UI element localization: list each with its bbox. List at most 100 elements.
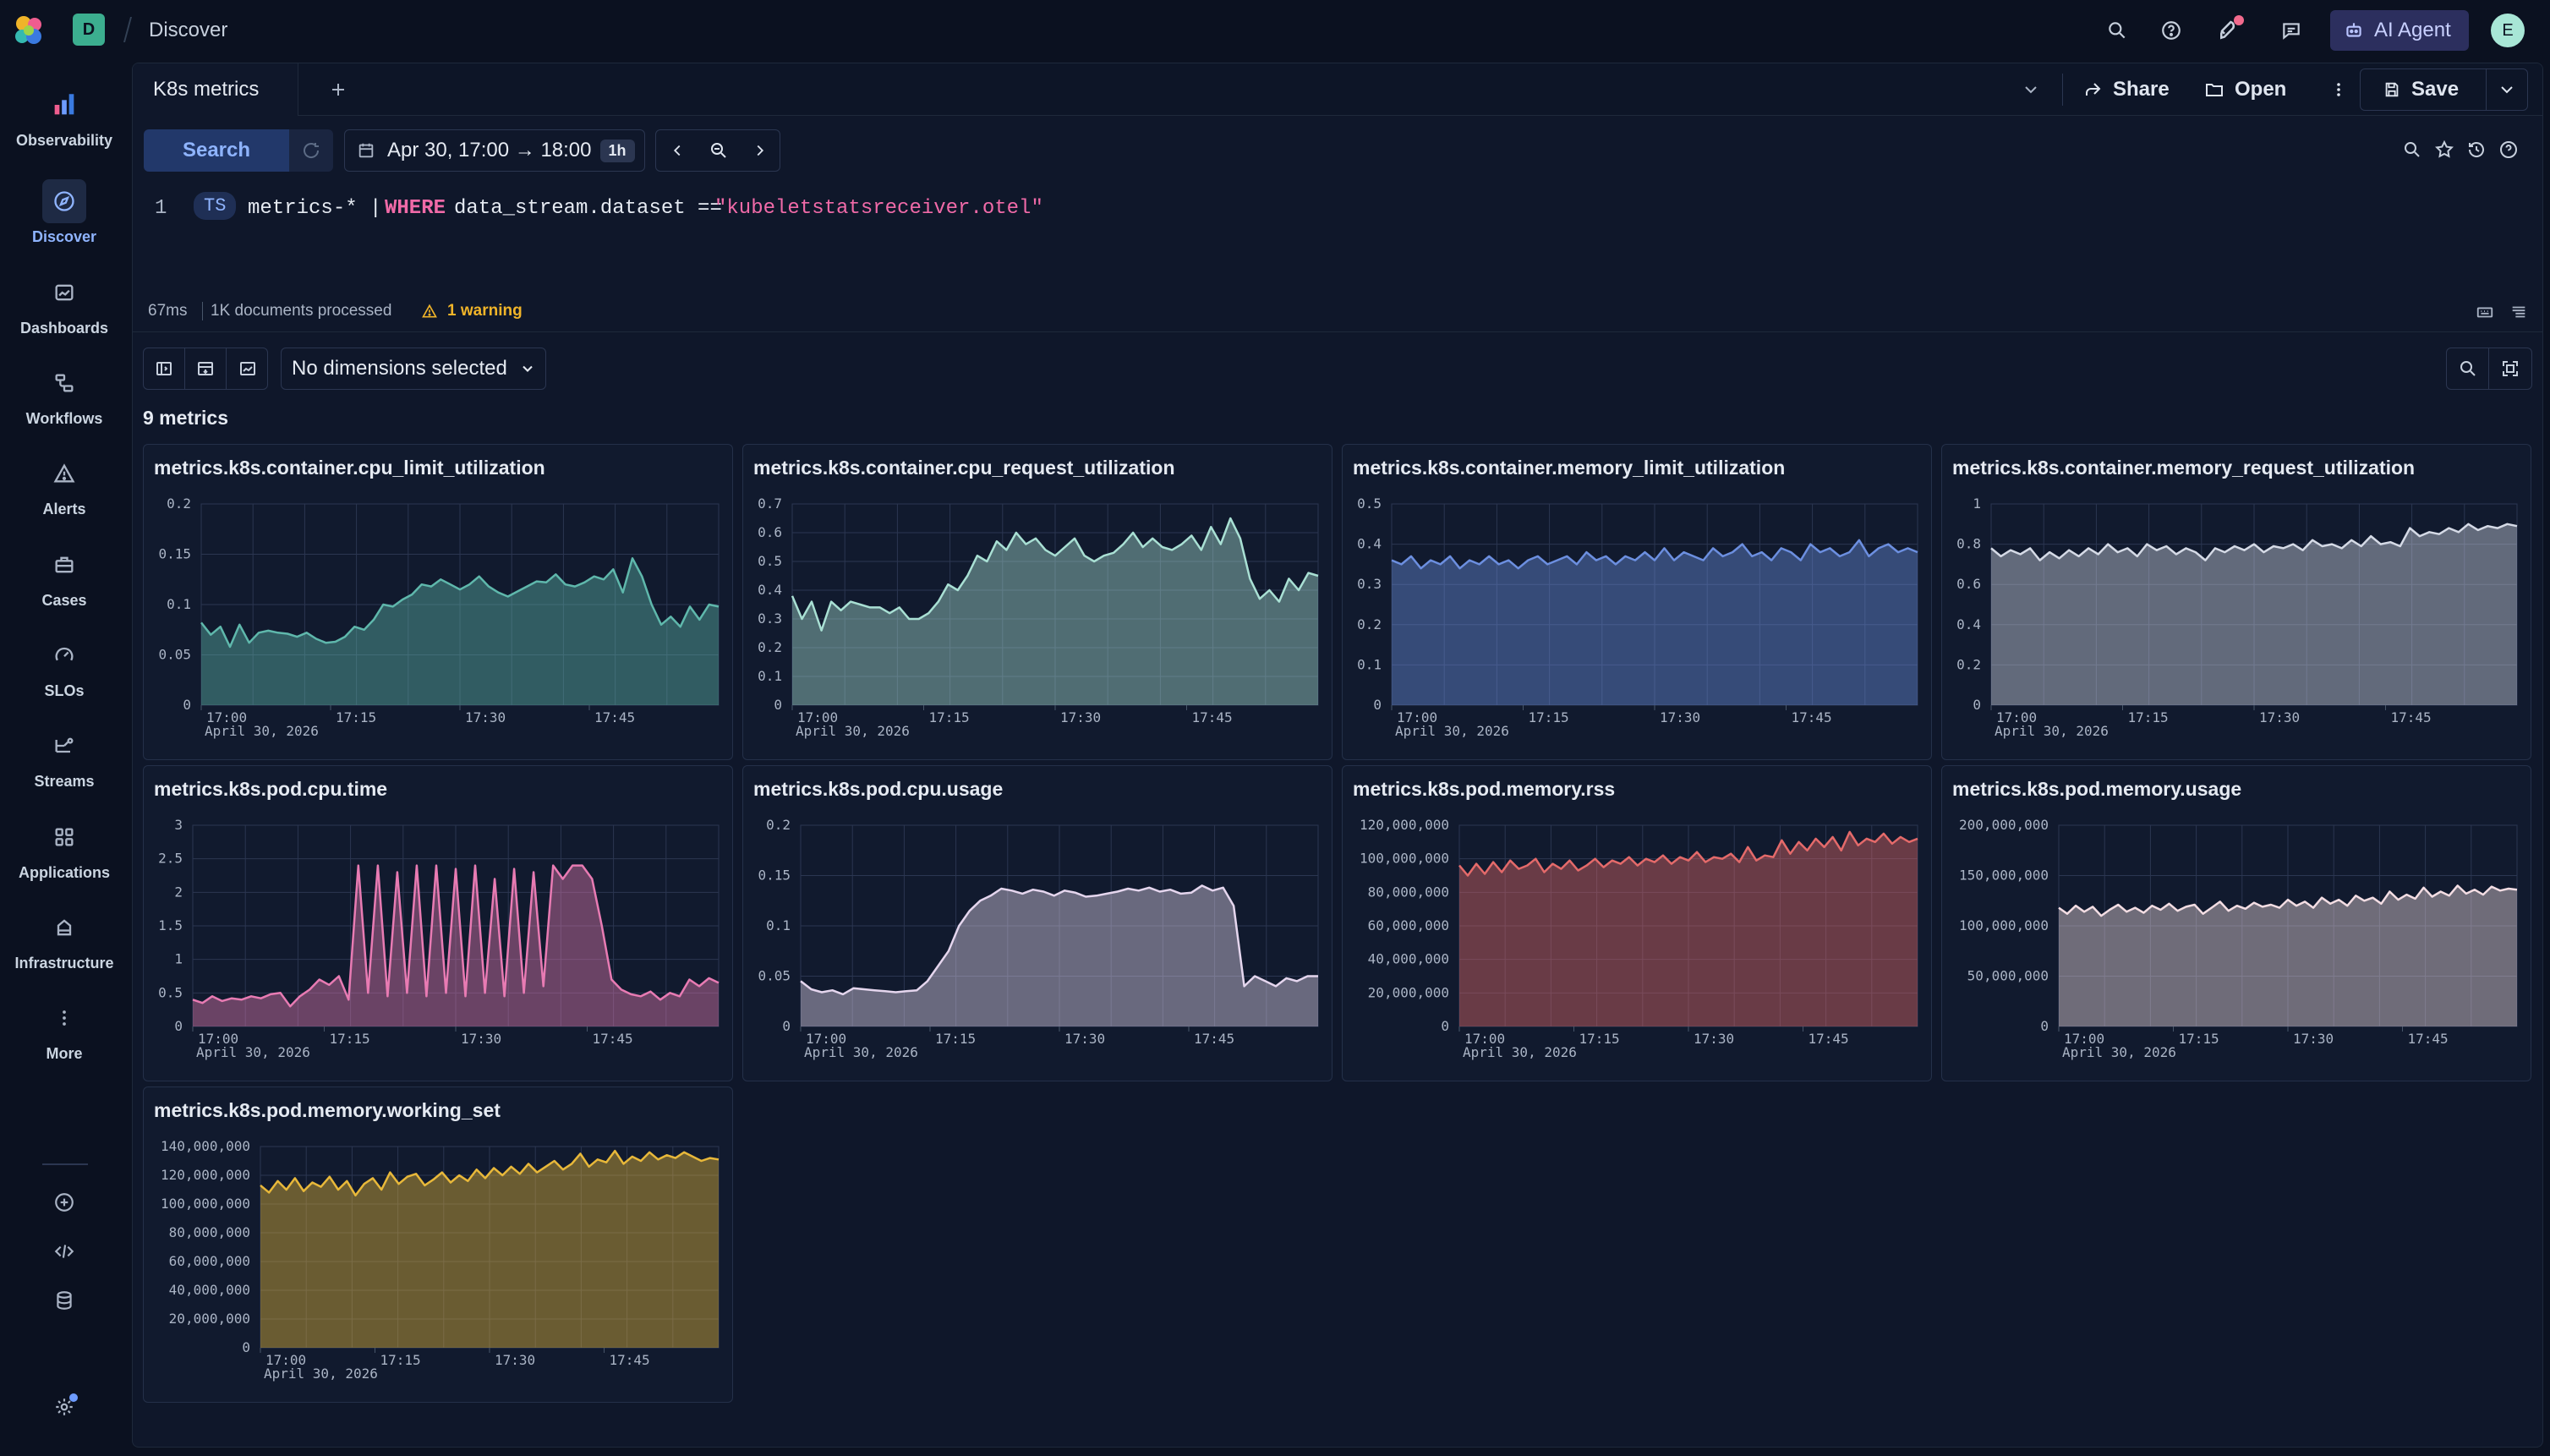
space-avatar[interactable]: D xyxy=(73,14,105,46)
breadcrumb-discover[interactable]: Discover xyxy=(149,19,228,41)
y-tick-label: 0 xyxy=(782,1018,791,1034)
chat-icon[interactable] xyxy=(2278,17,2305,44)
search-button[interactable]: Search xyxy=(144,129,289,172)
metric-chart: 0 0.2 0.4 0.6 0.8 1 17:00 17:15 17:30 17:45 April … xyxy=(1956,495,2518,739)
previous-range-icon[interactable] xyxy=(655,129,780,172)
y-tick-label: 0.2 xyxy=(1357,616,1382,632)
x-tick-label: 17:00 xyxy=(797,709,838,725)
metric-chart-panel[interactable]: metrics.k8s.container.memory_limit_utili… xyxy=(1342,444,1932,760)
line-number: 1 xyxy=(155,197,167,220)
help-icon[interactable] xyxy=(2158,17,2185,44)
metric-chart-panel[interactable]: metrics.k8s.pod.memory.working_set 0 20,00… xyxy=(143,1087,733,1403)
nav-item-slos[interactable]: SLOs xyxy=(0,633,129,700)
nav-item-discover[interactable]: Discover xyxy=(0,179,129,246)
tab-k8s-metrics[interactable]: K8s metrics xyxy=(133,63,298,116)
data-management-icon[interactable] xyxy=(49,1285,79,1316)
x-tick-label: 17:30 xyxy=(1064,1031,1105,1047)
nav-item-streams[interactable]: Streams xyxy=(0,724,129,791)
date-picker[interactable]: Apr 30, 17:00 → 18:00 1h xyxy=(344,129,645,172)
ai-agent-button[interactable]: AI Agent xyxy=(2330,10,2469,51)
metric-chart-panel[interactable]: metrics.k8s.container.memory_request_uti… xyxy=(1941,444,2531,760)
nav-item-dashboards[interactable]: Dashboards xyxy=(0,271,129,337)
metric-chart-panel[interactable]: metrics.k8s.pod.memory.usage 0 50,000,000 1… xyxy=(1941,765,2531,1081)
query-editor[interactable]: 1 TS metrics-* | WHERE data_stream.datas… xyxy=(133,189,2542,248)
share-label: Share xyxy=(2113,78,2170,101)
y-tick-label: 0.5 xyxy=(1357,495,1382,512)
fullscreen-icon[interactable] xyxy=(2489,348,2531,389)
nav-item-workflows[interactable]: Workflows xyxy=(0,361,129,428)
x-date-label: April 30, 2026 xyxy=(264,1366,378,1382)
y-tick-label: 140,000,000 xyxy=(161,1138,250,1154)
x-tick-label: 17:00 xyxy=(2064,1031,2104,1047)
nav-item-cases[interactable]: Cases xyxy=(0,543,129,610)
infrastructure-icon xyxy=(42,906,86,950)
query-help-icon[interactable] xyxy=(2495,136,2522,163)
nav-item-more[interactable]: More xyxy=(0,996,129,1063)
save-button[interactable]: Save xyxy=(2360,68,2487,111)
sidebar-toggle-icon[interactable] xyxy=(144,348,185,389)
metric-chart-panel[interactable]: metrics.k8s.pod.cpu.time 0 0.5 1 1.5 2 2.5 3 17:… xyxy=(143,765,733,1081)
y-tick-label: 60,000,000 xyxy=(169,1253,250,1269)
dimensions-selector[interactable]: No dimensions selected xyxy=(281,348,546,390)
share-button[interactable]: Share xyxy=(2082,74,2170,106)
tabs-menu-chevron-icon[interactable] xyxy=(2016,75,2045,104)
zoom-out-icon[interactable] xyxy=(698,130,739,171)
metric-chart-panel[interactable]: metrics.k8s.pod.memory.rss 0 20,000,000 40,… xyxy=(1342,765,1932,1081)
nav-item-observability[interactable]: Observability xyxy=(0,83,129,150)
query-status-bar: 67ms 1K documents processed 1 warning xyxy=(133,290,2542,332)
share-icon xyxy=(2082,79,2103,100)
y-tick-label: 0.4 xyxy=(758,582,782,598)
y-tick-label: 0.4 xyxy=(1956,616,1981,632)
star-icon[interactable] xyxy=(2431,136,2458,163)
folder-icon xyxy=(2204,79,2224,100)
series-area xyxy=(201,558,719,705)
y-tick-label: 0.3 xyxy=(758,610,782,627)
add-tab-icon[interactable] xyxy=(324,75,353,104)
series-line xyxy=(1990,523,2518,561)
x-tick-label: 17:15 xyxy=(2128,709,2169,725)
news-rocket-icon[interactable] xyxy=(2213,15,2244,46)
elastic-logo[interactable] xyxy=(12,14,46,47)
table-toggle-icon[interactable] xyxy=(185,348,227,389)
keyboard-icon[interactable] xyxy=(2473,300,2497,324)
refresh-spinner-icon[interactable] xyxy=(289,129,333,172)
applications-icon xyxy=(42,815,86,859)
metric-chart-panel[interactable]: metrics.k8s.container.cpu_request_utiliz… xyxy=(742,444,1332,760)
x-tick-label: 17:45 xyxy=(610,1352,650,1368)
y-tick-label: 100,000,000 xyxy=(1360,851,1449,867)
series-area xyxy=(1392,539,1918,705)
metric-chart-panel[interactable]: metrics.k8s.container.cpu_limit_utilizat… xyxy=(143,444,733,760)
y-tick-label: 0 xyxy=(174,1018,183,1034)
ai-agent-label: AI Agent xyxy=(2374,19,2451,41)
nav-item-alerts[interactable]: Alerts xyxy=(0,452,129,518)
settings-gear-icon[interactable] xyxy=(49,1392,79,1422)
query-search-icon[interactable] xyxy=(2399,136,2426,163)
warning-link[interactable]: 1 warning xyxy=(447,302,523,320)
search-icon[interactable] xyxy=(2104,17,2131,44)
documentation-icon[interactable] xyxy=(2507,300,2531,324)
open-button[interactable]: Open xyxy=(2204,74,2286,106)
cases-icon xyxy=(42,543,86,587)
side-navigation: Observability Discover Dashboards Workfl… xyxy=(0,61,129,1456)
chart-title: metrics.k8s.pod.memory.working_set xyxy=(154,1099,501,1121)
more-actions-icon[interactable] xyxy=(2324,75,2353,104)
chart-title: metrics.k8s.container.cpu_limit_utilizat… xyxy=(154,457,545,479)
y-tick-label: 0.15 xyxy=(158,546,191,562)
next-range-icon[interactable] xyxy=(739,130,780,171)
save-options-chevron-icon[interactable] xyxy=(2486,68,2528,111)
dev-tools-icon[interactable] xyxy=(49,1236,79,1267)
metric-chart: 0 0.1 0.2 0.3 0.4 0.5 0.6 0.7 17:00 17:15 17:30 17:… xyxy=(758,495,1319,739)
nav-item-applications[interactable]: Applications xyxy=(0,815,129,882)
add-data-icon[interactable] xyxy=(49,1187,79,1218)
user-avatar[interactable]: E xyxy=(2491,14,2525,47)
x-tick-label: 17:45 xyxy=(1194,1031,1234,1047)
x-tick-label: 17:45 xyxy=(594,709,635,725)
y-tick-label: 0 xyxy=(1441,1018,1449,1034)
y-tick-label: 0.2 xyxy=(766,817,791,833)
query-history-icon[interactable] xyxy=(2463,136,2490,163)
grid-search-icon[interactable] xyxy=(2447,348,2489,389)
nav-item-infrastructure[interactable]: Infrastructure xyxy=(0,906,129,972)
chart-toggle-icon[interactable] xyxy=(227,348,268,389)
metric-chart-panel[interactable]: metrics.k8s.pod.cpu.usage 0 0.05 0.1 0.15 0.2… xyxy=(742,765,1332,1081)
dashboards-icon xyxy=(42,271,86,315)
